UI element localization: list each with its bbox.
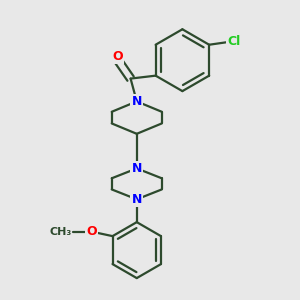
Text: O: O [87,225,97,238]
Text: Cl: Cl [228,35,241,48]
Text: N: N [132,193,142,206]
Text: N: N [132,95,142,108]
Text: O: O [112,50,123,63]
Text: CH₃: CH₃ [49,227,71,237]
Text: N: N [132,162,142,175]
